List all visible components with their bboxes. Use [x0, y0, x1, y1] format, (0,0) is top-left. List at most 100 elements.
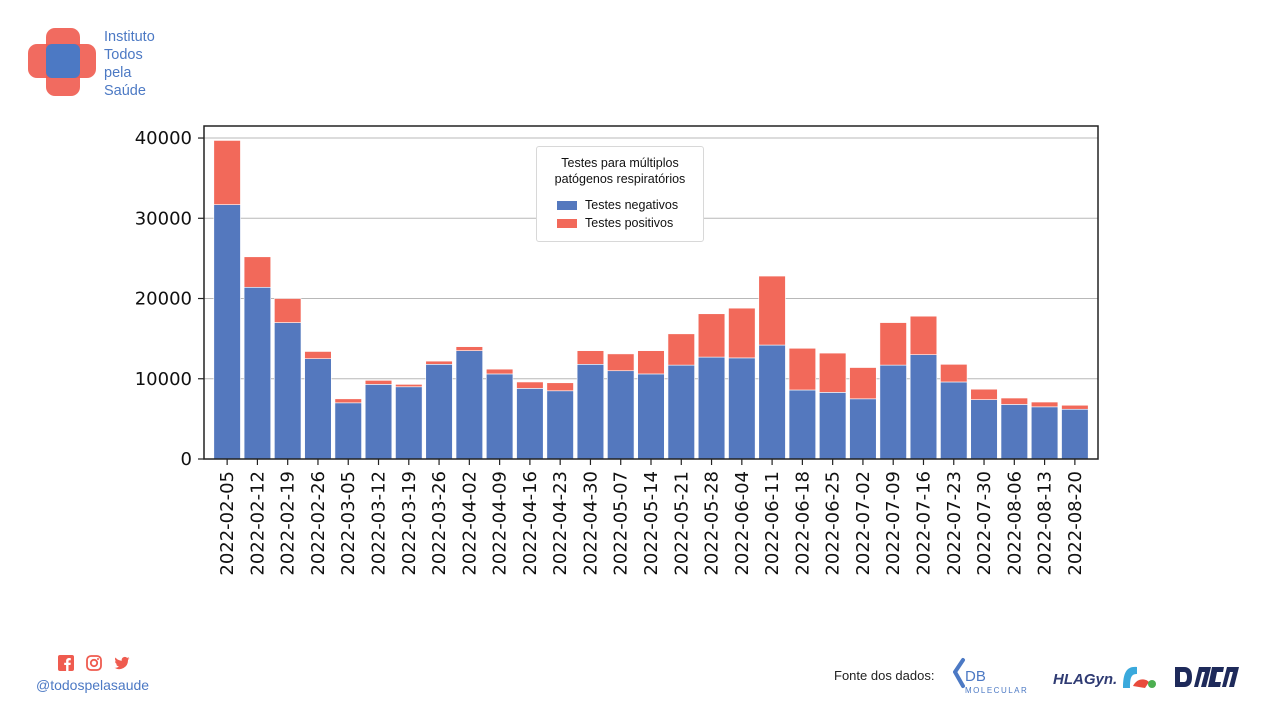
x-tick-label: 2022-03-26 — [429, 471, 450, 576]
legend-title: Testes para múltiplos patógenos respirat… — [537, 155, 703, 187]
x-tick-label: 2022-03-19 — [399, 471, 420, 576]
bar-positive-tests — [334, 398, 362, 404]
bar-negative-tests — [485, 373, 514, 460]
bar-negative-tests — [455, 350, 483, 460]
x-tick-label: 2022-06-18 — [792, 471, 813, 576]
bar-positive-tests — [485, 368, 514, 375]
bar-negative-tests — [879, 364, 907, 460]
bar-positive-tests — [849, 367, 877, 400]
bar-negative-tests — [667, 364, 695, 460]
hlagyn-logo: HLAGyn. — [1053, 666, 1156, 688]
legend-title-line: patógenos respiratórios — [554, 172, 686, 186]
x-tick-label: 2022-05-07 — [611, 471, 632, 576]
bar-negative-tests — [364, 384, 393, 460]
bar-negative-tests — [788, 389, 817, 460]
facebook-icon[interactable] — [58, 655, 74, 671]
bar-positive-tests — [607, 353, 635, 372]
x-tick-label: 2022-04-16 — [520, 471, 541, 576]
x-tick-label: 2022-06-11 — [762, 471, 783, 576]
institute-name-line: pela — [104, 65, 132, 81]
social-handle[interactable]: @todospelasaude — [36, 677, 150, 693]
social-links — [58, 655, 130, 671]
svg-text:HLAGyn.: HLAGyn. — [1053, 671, 1117, 688]
bar-positive-tests — [243, 256, 272, 288]
x-tick-label: 2022-04-02 — [459, 471, 480, 576]
bar-negative-tests — [274, 322, 302, 460]
x-tick-label: 2022-06-04 — [732, 471, 753, 576]
bar-negative-tests — [546, 390, 574, 460]
y-axis-ticks: 0 10000 20000 30000 40000 — [135, 128, 204, 470]
bar-negative-tests — [819, 392, 847, 460]
bar-positive-tests — [576, 350, 605, 365]
bar-negative-tests — [607, 370, 635, 460]
bar-positive-tests — [425, 360, 453, 365]
x-tick-label: 2022-04-09 — [490, 471, 511, 576]
institute-logo: Instituto Todos pela Saúde — [28, 28, 178, 100]
source-label: Fonte dos dados: — [834, 668, 935, 683]
institute-name-line: Saúde — [104, 83, 146, 99]
bar-positive-tests — [970, 388, 998, 400]
instagram-icon[interactable] — [86, 655, 102, 671]
bar-positive-tests — [940, 364, 968, 383]
bar-negative-tests — [1000, 404, 1028, 460]
x-tick-label: 2022-08-20 — [1065, 471, 1086, 576]
bar-positive-tests — [879, 322, 907, 366]
bar-positive-tests — [1000, 397, 1028, 405]
bar-negative-tests — [1030, 406, 1059, 460]
legend-label-positive: Testes positivos — [585, 216, 674, 230]
bar-positive-tests — [395, 384, 423, 388]
legend-item-negative: Testes negativos — [557, 197, 678, 213]
x-tick-label: 2022-07-02 — [853, 471, 874, 576]
x-tick-label: 2022-03-05 — [338, 471, 359, 576]
y-tick-label: 30000 — [135, 208, 192, 229]
bar-positive-tests — [819, 352, 847, 393]
institute-name-line: Instituto — [104, 29, 155, 45]
institute-name: Instituto Todos pela Saúde — [104, 28, 155, 100]
x-tick-label: 2022-08-06 — [1004, 471, 1025, 576]
bar-negative-tests — [395, 386, 423, 460]
bar-positive-tests — [304, 351, 332, 359]
bar-negative-tests — [1061, 408, 1089, 460]
dasa-logo — [1175, 667, 1239, 687]
y-tick-label: 40000 — [135, 128, 192, 149]
bar-positive-tests — [758, 275, 786, 346]
bar-negative-tests — [970, 399, 998, 460]
bar-positive-tests — [728, 307, 756, 359]
bar-positive-tests — [516, 381, 544, 389]
bar-negative-tests — [243, 286, 272, 460]
bars — [213, 140, 1089, 460]
bar-positive-tests — [697, 313, 726, 358]
bar-negative-tests — [637, 373, 665, 460]
bar-negative-tests — [909, 354, 938, 460]
bar-positive-tests — [788, 347, 817, 391]
x-tick-label: 2022-07-23 — [944, 471, 965, 576]
x-tick-label: 2022-02-19 — [278, 471, 299, 576]
x-tick-label: 2022-04-30 — [580, 471, 601, 576]
y-tick-label: 0 — [181, 449, 192, 470]
bar-positive-tests — [364, 380, 393, 385]
x-tick-label: 2022-06-25 — [823, 471, 844, 576]
x-tick-label: 2022-02-05 — [217, 471, 238, 576]
bar-positive-tests — [455, 346, 483, 351]
y-tick-label: 10000 — [135, 369, 192, 390]
bar-positive-tests — [1061, 404, 1089, 410]
cross-logo-icon — [28, 28, 96, 96]
legend-title-line: Testes para múltiplos — [561, 156, 679, 170]
svg-text:MOLECULAR: MOLECULAR — [965, 686, 1028, 695]
bar-positive-tests — [909, 315, 938, 355]
twitter-icon[interactable] — [114, 655, 130, 671]
x-tick-label: 2022-07-16 — [913, 471, 934, 576]
x-tick-label: 2022-02-26 — [308, 471, 329, 576]
x-axis-ticks: 2022-02-05 2022-02-12 2022-02-19 2022-02-26… — [217, 459, 1086, 576]
bar-negative-tests — [425, 364, 453, 460]
bar-negative-tests — [516, 388, 544, 460]
institute-name-line: Todos — [104, 47, 143, 63]
x-tick-label: 2022-04-23 — [550, 471, 571, 576]
bar-negative-tests — [940, 381, 968, 460]
legend-item-positive: Testes positivos — [557, 215, 673, 231]
x-tick-label: 2022-05-28 — [702, 471, 723, 576]
x-tick-label: 2022-03-12 — [369, 471, 390, 576]
bar-negative-tests — [697, 356, 726, 460]
x-tick-label: 2022-05-21 — [671, 471, 692, 576]
bar-negative-tests — [576, 364, 605, 460]
